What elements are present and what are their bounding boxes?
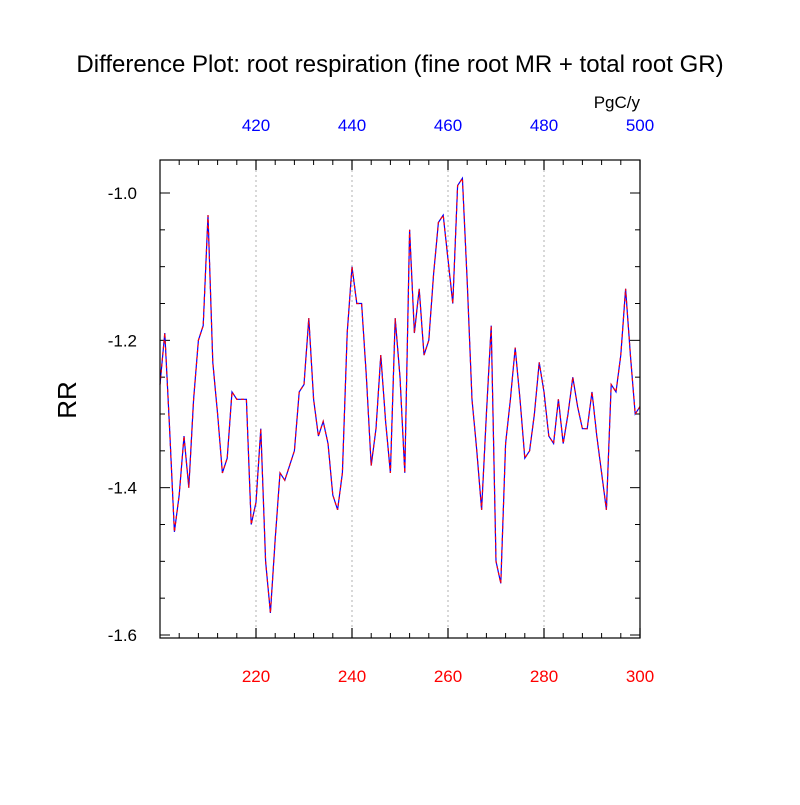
- y-tick-label: -1.6: [108, 626, 137, 645]
- series-line: [159, 176, 641, 613]
- tick-labels: 220 240 260 280 300 420 440 460 480 500 -1.0 -1.2 -1…: [108, 116, 654, 686]
- x-tick-label: 300: [626, 667, 654, 686]
- top-x-tick-label: 460: [434, 116, 462, 135]
- axis-ticks: [160, 160, 641, 638]
- top-x-tick-label: 500: [626, 116, 654, 135]
- series-line-dashed: [159, 176, 641, 613]
- plot-area-frame: [159, 159, 641, 639]
- x-tick-label: 280: [530, 667, 558, 686]
- units-label: PgC/y: [594, 93, 641, 112]
- y-tick-label: -1.0: [108, 184, 137, 203]
- x-tick-label: 240: [338, 667, 366, 686]
- x-tick-label: 260: [434, 667, 462, 686]
- top-x-tick-label: 420: [242, 116, 270, 135]
- chart-title: Difference Plot: root respiration (fine …: [76, 51, 723, 78]
- y-axis-label: RR: [52, 381, 82, 419]
- x-tick-label: 220: [242, 667, 270, 686]
- y-tick-label: -1.4: [108, 479, 137, 498]
- y-tick-label: -1.2: [108, 331, 137, 350]
- series-lines: [159, 176, 641, 613]
- top-x-tick-label: 480: [530, 116, 558, 135]
- top-x-tick-label: 440: [338, 116, 366, 135]
